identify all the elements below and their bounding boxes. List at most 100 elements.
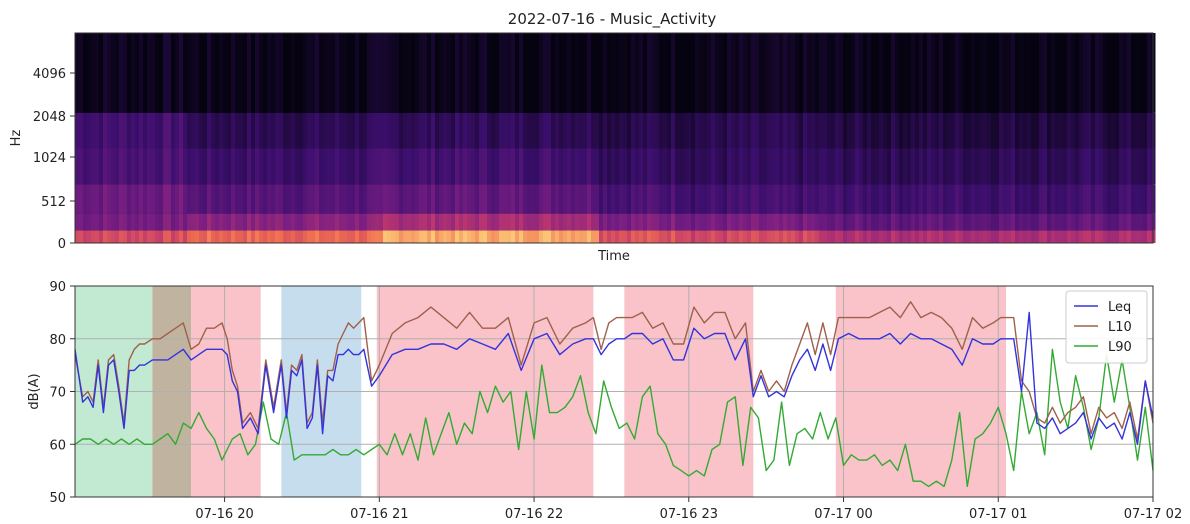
spectrogram-cell	[1027, 230, 1032, 243]
spectrogram-cell	[479, 148, 484, 185]
spectrogram-cell	[1143, 184, 1148, 214]
spectrogram-cell	[359, 33, 364, 113]
spectrogram-cell	[587, 213, 592, 231]
spectrogram-cell	[251, 230, 256, 243]
spectrogram-cell	[879, 213, 884, 231]
spectrogram-cell	[623, 148, 628, 185]
spectrogram-cell	[247, 148, 252, 185]
spectrogram-cell	[219, 148, 224, 185]
spectrogram-cell	[751, 213, 756, 231]
spectrogram-cell	[523, 184, 528, 214]
spectrogram-cell	[819, 230, 824, 243]
spectrogram-cell	[487, 184, 492, 214]
spectrogram-cell	[1095, 184, 1100, 214]
spectrogram-cell	[339, 33, 344, 113]
spectrogram-cell	[667, 33, 672, 113]
spectrogram-cell	[435, 33, 440, 113]
spectrogram-cell	[291, 213, 296, 231]
spectrogram-cell	[1035, 184, 1040, 214]
spectrogram-cell	[195, 184, 200, 214]
spectrogram-cell	[119, 184, 124, 214]
spectrogram-cell	[563, 230, 568, 243]
spectrogram-cell	[567, 112, 572, 149]
spectrogram-cell	[351, 230, 356, 243]
spectrogram-cell	[691, 112, 696, 149]
spectrogram-cell	[547, 33, 552, 113]
spectrogram-cell	[275, 230, 280, 243]
spectrogram-cell	[811, 230, 816, 243]
spectrogram-cell	[331, 148, 336, 185]
spectrogram-cell	[331, 213, 336, 231]
spectrogram-cell	[871, 184, 876, 214]
spectrogram-cell	[207, 148, 212, 185]
spectrogram-cell	[419, 213, 424, 231]
spectrogram-cell	[1103, 230, 1108, 243]
spectrogram-cell	[307, 33, 312, 113]
spectrogram-cell	[339, 213, 344, 231]
spectrogram-cell	[175, 230, 180, 243]
spectrogram-cell	[927, 184, 932, 214]
spectrogram-cell	[643, 213, 648, 231]
spectrogram-cell	[947, 148, 952, 185]
spectrogram-cell	[259, 213, 264, 231]
spectrogram-cell	[979, 184, 984, 214]
spectrogram-cell	[267, 112, 272, 149]
spectrogram-cell	[211, 33, 216, 113]
spectrogram-cell	[779, 33, 784, 113]
spectrogram-cell	[215, 184, 220, 214]
spectrogram-cell	[719, 230, 724, 243]
spectrogram-cell	[399, 213, 404, 231]
spectrogram-cell	[1095, 230, 1100, 243]
spectrogram-cell	[999, 33, 1004, 113]
spectrogram-cell	[923, 33, 928, 113]
spectrogram-cell	[379, 148, 384, 185]
spectrogram-cell	[1019, 184, 1024, 214]
spectrogram-cell	[495, 213, 500, 231]
spectrogram-cell	[947, 33, 952, 113]
spectrogram-cell	[199, 213, 204, 231]
spectrogram-cell	[1087, 230, 1092, 243]
spectrogram-cell	[739, 213, 744, 231]
spectrogram-cell	[735, 184, 740, 214]
spectrogram-cell	[595, 213, 600, 231]
spectrogram-cell	[1147, 148, 1152, 185]
spectrogram-cell	[1011, 148, 1016, 185]
spectrogram-cell	[799, 184, 804, 214]
spectrogram-cell	[627, 184, 632, 214]
spectrogram-cell	[783, 230, 788, 243]
spectrogram-cell	[95, 230, 100, 243]
spectrogram-cell	[919, 112, 924, 149]
spectrogram-cell	[195, 33, 200, 113]
spectrogram-cell	[1035, 112, 1040, 149]
spectrogram-cell	[391, 213, 396, 231]
spectrogram-cell	[1127, 148, 1132, 185]
spectrogram-cell	[1059, 184, 1064, 214]
spectrogram-cell	[763, 230, 768, 243]
spectrogram-cell	[287, 184, 292, 214]
spectrogram-cell	[183, 213, 188, 231]
spectrogram-cell	[571, 112, 576, 149]
spectrogram-cell	[899, 213, 904, 231]
spectrogram-cell	[559, 184, 564, 214]
spectrogram-cell	[787, 213, 792, 231]
spectrogram-cell	[335, 184, 340, 214]
spectrogram-cell	[843, 112, 848, 149]
spectrogram-cell	[443, 148, 448, 185]
spectrogram-cell	[815, 213, 820, 231]
spectrogram-cell	[323, 112, 328, 149]
spectrogram-cell	[503, 184, 508, 214]
spectrogram-cell	[999, 148, 1004, 185]
spectrogram-cell	[99, 112, 104, 149]
spectrogram-cell	[403, 213, 408, 231]
spectrogram-cell	[935, 184, 940, 214]
spectrogram-cell	[847, 230, 852, 243]
spectrogram-cell	[515, 230, 520, 243]
spectrogram-cell	[1091, 230, 1096, 243]
spectrogram-cell	[295, 33, 300, 113]
spectrogram-cell	[375, 184, 380, 214]
spectrogram-cell	[343, 184, 348, 214]
spectrogram-cell	[347, 148, 352, 185]
spectrogram-cell	[391, 184, 396, 214]
spectrogram-cell	[571, 184, 576, 214]
spectrogram-cell	[711, 184, 716, 214]
